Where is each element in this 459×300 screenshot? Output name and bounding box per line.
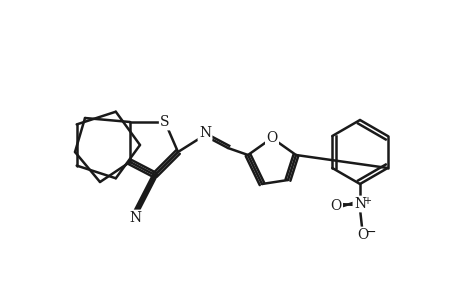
Text: O: O	[330, 199, 341, 213]
Text: +: +	[362, 196, 370, 206]
Text: N: N	[129, 211, 141, 225]
Text: O: O	[266, 131, 277, 145]
Text: O: O	[357, 228, 368, 242]
Text: N: N	[198, 126, 211, 140]
Text: N: N	[353, 197, 365, 211]
Text: S: S	[160, 115, 169, 129]
Text: −: −	[365, 226, 375, 238]
